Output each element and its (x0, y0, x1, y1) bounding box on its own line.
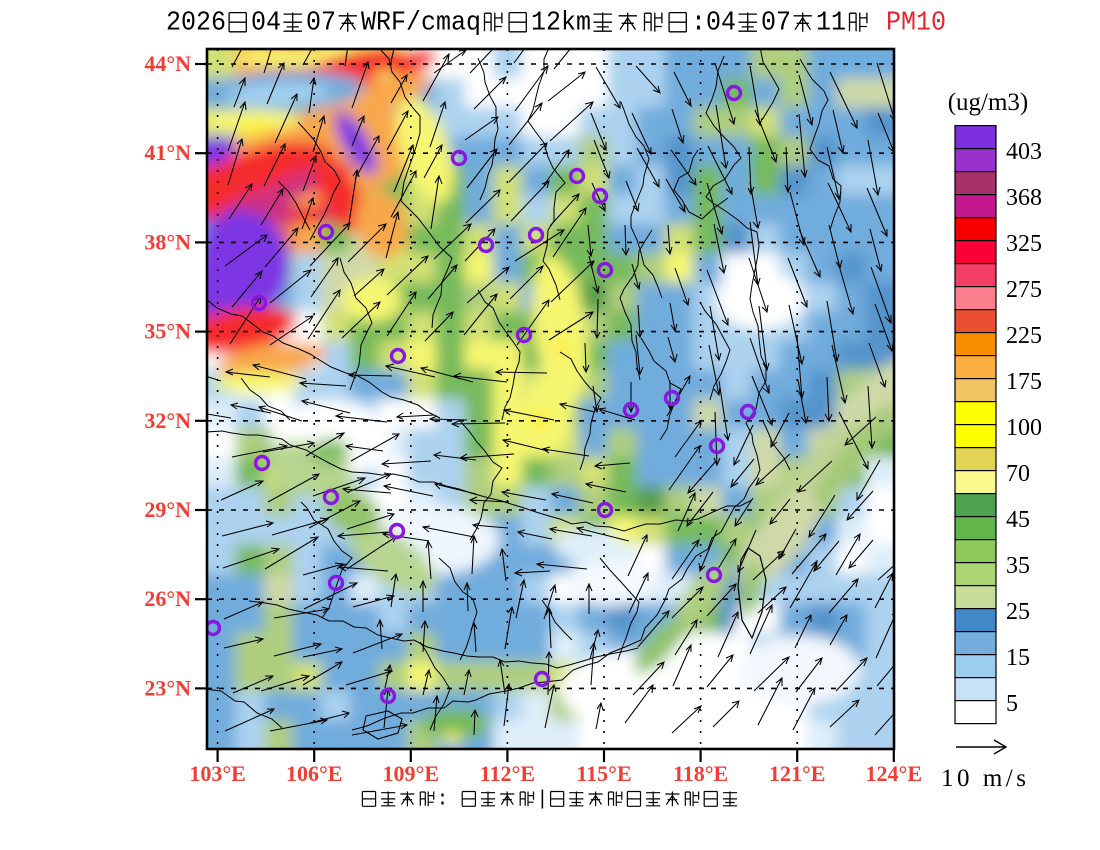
svg-text:04: 04 (251, 8, 281, 38)
svg-text:25: 25 (1006, 599, 1030, 625)
svg-text:275: 275 (1006, 277, 1042, 303)
svg-text:26°N: 26°N (144, 586, 191, 611)
svg-text:124°E: 124°E (866, 761, 922, 786)
svg-text:PM10: PM10 (886, 8, 946, 38)
svg-text:41°N: 41°N (144, 140, 191, 165)
svg-text:368: 368 (1006, 185, 1042, 211)
svg-text:325: 325 (1006, 231, 1042, 257)
svg-text:115°E: 115°E (576, 761, 631, 786)
svg-text:|: | (537, 789, 549, 812)
svg-text:44°N: 44°N (144, 51, 191, 76)
svg-text:(ug/m3): (ug/m3) (948, 89, 1029, 116)
svg-text:WRF/cmaq: WRF/cmaq (361, 8, 481, 38)
svg-text:112°E: 112°E (480, 761, 535, 786)
svg-text:04: 04 (706, 8, 736, 38)
svg-text:70: 70 (1006, 461, 1030, 487)
svg-text:2026: 2026 (166, 8, 226, 38)
svg-text:15: 15 (1006, 645, 1030, 671)
svg-text:225: 225 (1006, 323, 1042, 349)
svg-text::: : (691, 8, 706, 38)
svg-text:23°N: 23°N (144, 675, 191, 700)
svg-text:109°E: 109°E (383, 761, 439, 786)
svg-text::: : (437, 789, 460, 812)
svg-text:12km: 12km (531, 8, 591, 38)
svg-text:35°N: 35°N (144, 319, 191, 344)
svg-text:5: 5 (1006, 691, 1018, 717)
svg-text:118°E: 118°E (673, 761, 728, 786)
svg-text:103°E: 103°E (189, 761, 245, 786)
svg-text:35: 35 (1006, 553, 1030, 579)
svg-text:45: 45 (1006, 507, 1030, 533)
svg-text:38°N: 38°N (144, 229, 191, 254)
svg-text:29°N: 29°N (144, 497, 191, 522)
svg-text:07: 07 (761, 8, 791, 38)
svg-text:100: 100 (1006, 415, 1042, 441)
svg-text:106°E: 106°E (286, 761, 342, 786)
svg-text:11: 11 (816, 8, 846, 38)
svg-text:07: 07 (306, 8, 336, 38)
svg-text:32°N: 32°N (144, 408, 191, 433)
svg-text:175: 175 (1006, 369, 1042, 395)
svg-text:403: 403 (1006, 139, 1042, 165)
svg-text:121°E: 121°E (769, 761, 825, 786)
